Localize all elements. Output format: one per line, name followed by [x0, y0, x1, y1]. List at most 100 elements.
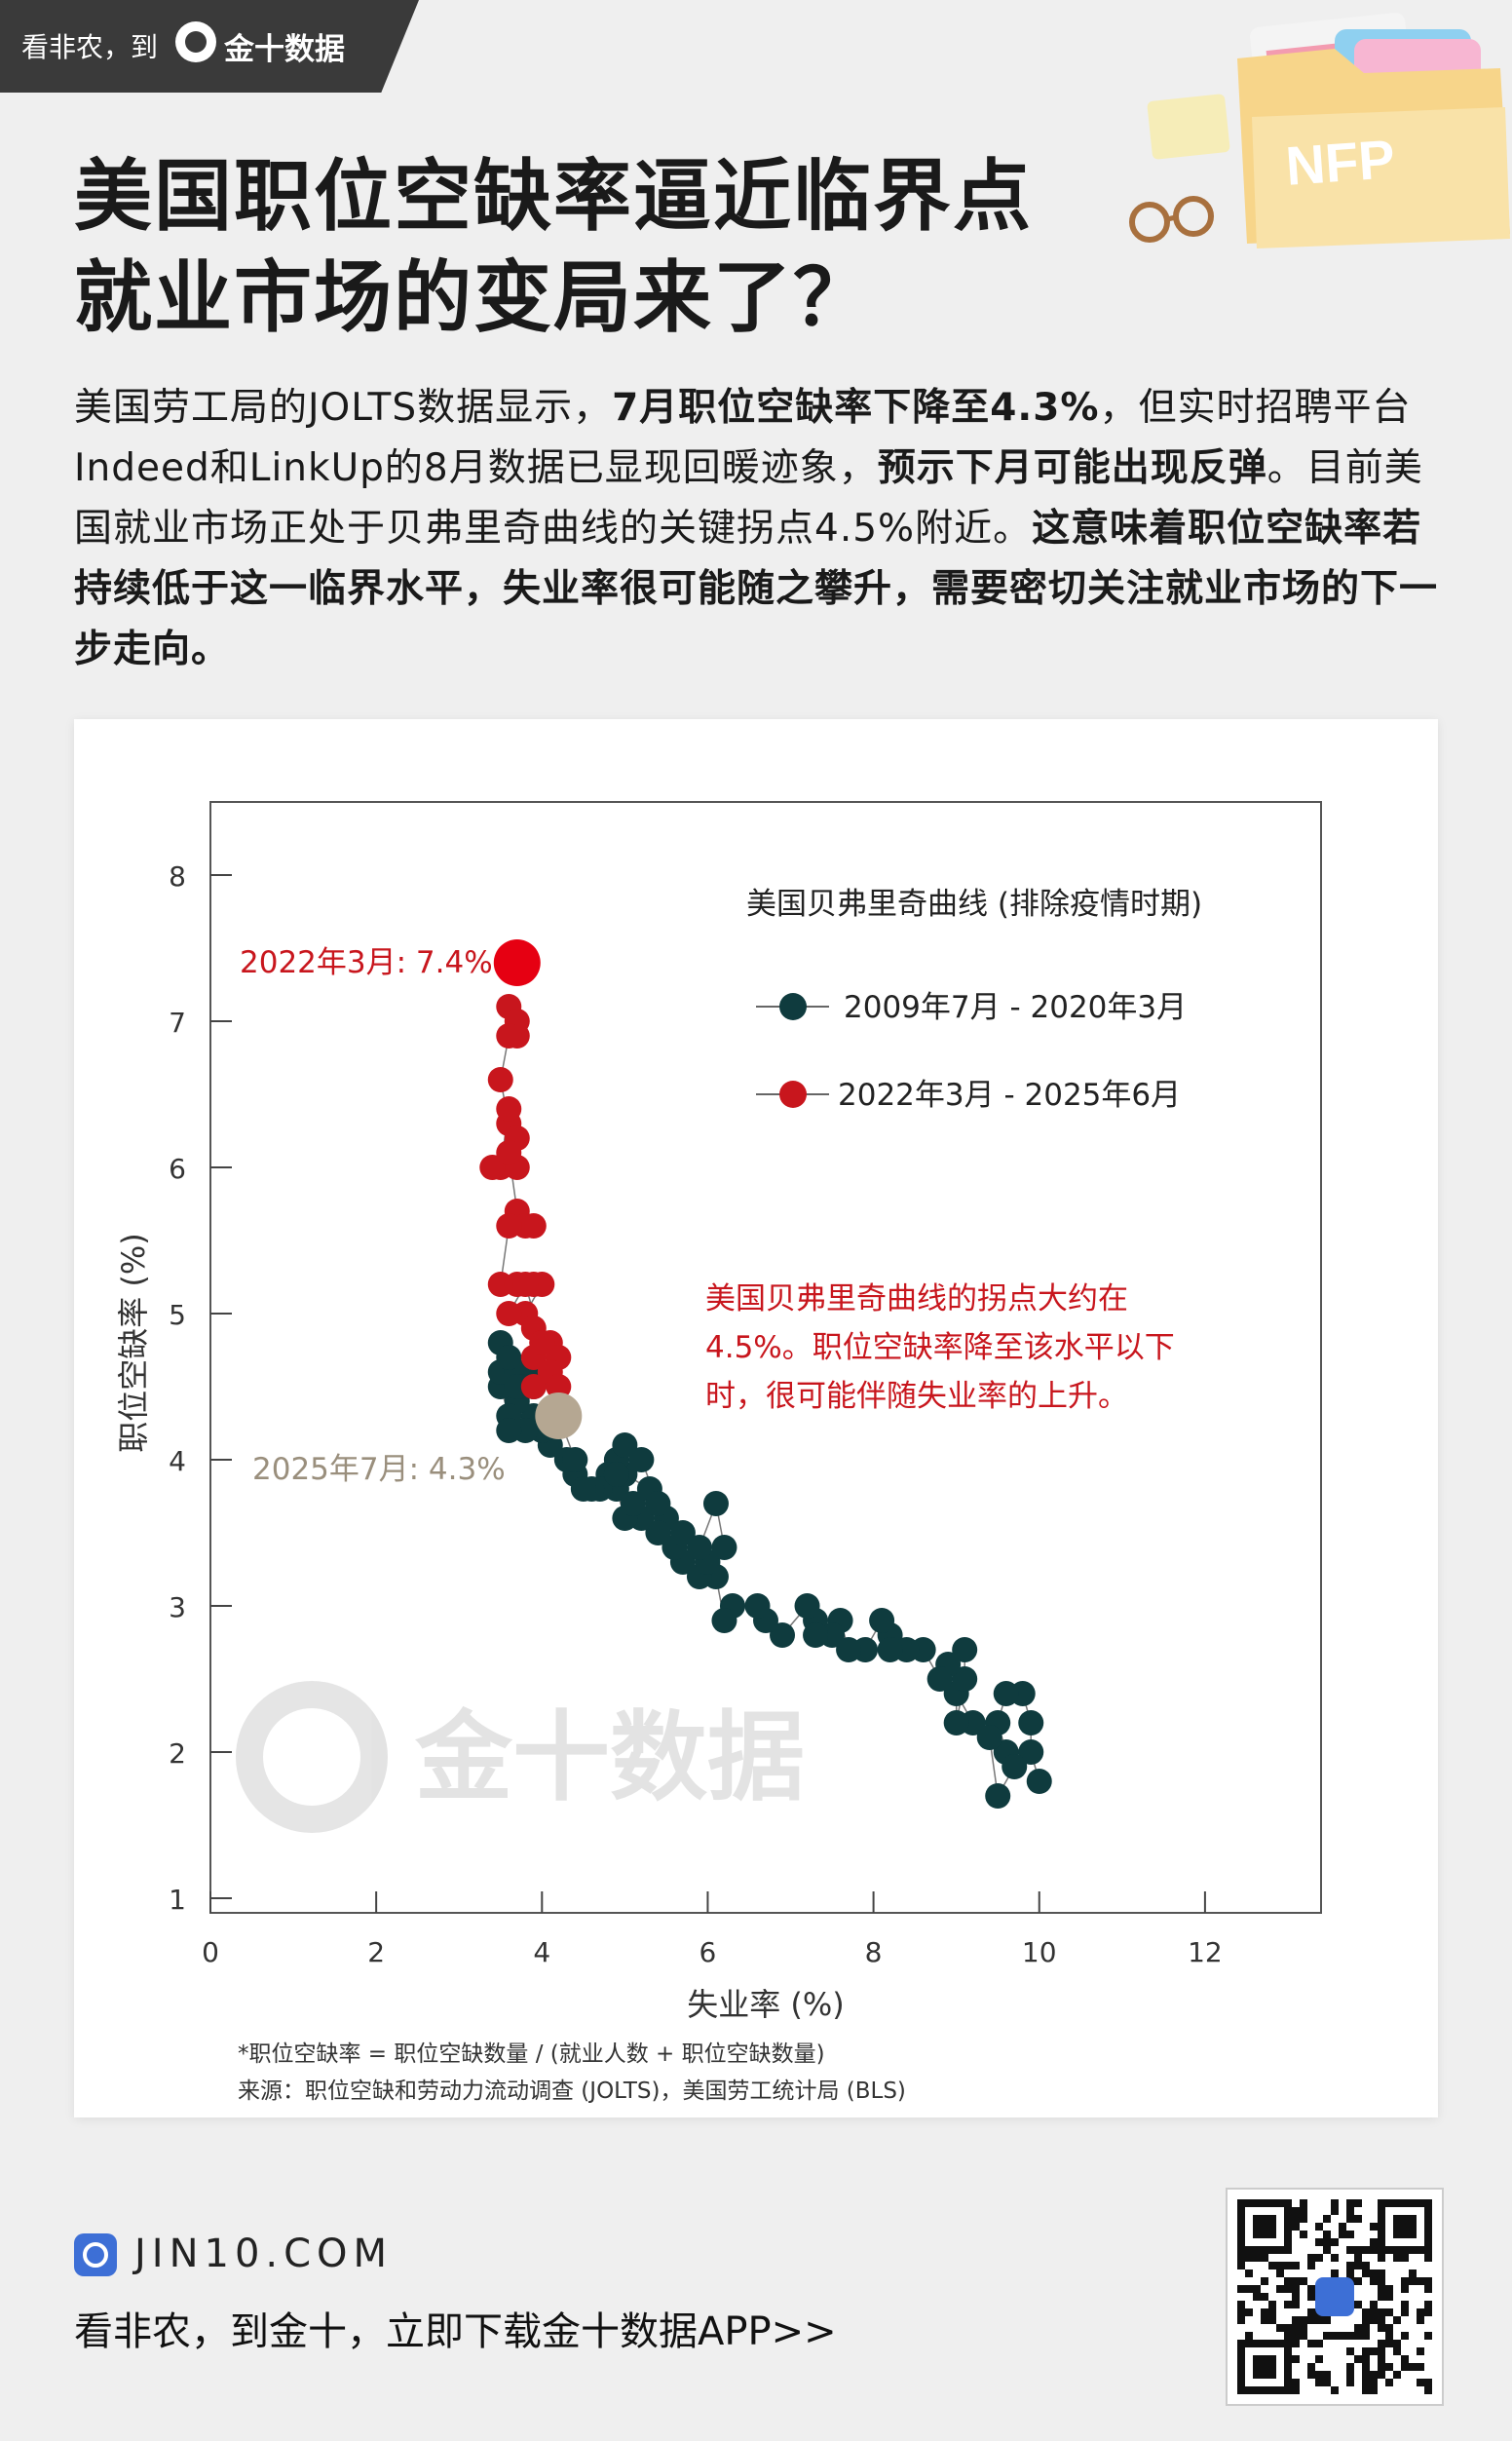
qr-module	[1346, 2207, 1354, 2215]
qr-module	[1237, 2301, 1245, 2308]
qr-module	[1417, 2308, 1424, 2316]
qr-module	[1261, 2293, 1268, 2301]
plot-frame	[209, 801, 1322, 1914]
qr-module	[1424, 2308, 1432, 2316]
qr-module	[1284, 2324, 1292, 2332]
series-2-point	[496, 1023, 522, 1049]
series-1-point	[612, 1432, 638, 1458]
qr-module	[1292, 2207, 1300, 2215]
series-1-point	[985, 1783, 1011, 1809]
x-tick-label: 2	[367, 1936, 385, 1968]
series-1-point	[496, 1345, 522, 1370]
qr-module	[1307, 2285, 1315, 2293]
qr-module	[1346, 2347, 1354, 2355]
series-1-point	[803, 1622, 829, 1648]
legend-marker-2	[779, 1081, 807, 1108]
qr-code[interactable]	[1226, 2188, 1444, 2406]
series-1-point	[686, 1535, 712, 1560]
qr-module	[1237, 2285, 1245, 2293]
top-banner: 看非农，到 金十数据	[0, 0, 419, 93]
footer-cta[interactable]: 看非农，到金十，立即下载金十数据APP>>	[74, 2309, 837, 2354]
legend-entry-1: 2009年7月 - 2020年3月	[844, 990, 1187, 1025]
qr-module	[1307, 2363, 1315, 2371]
qr-module	[1378, 2347, 1385, 2355]
series-1-point	[952, 1666, 978, 1692]
x-tick-label: 12	[1188, 1936, 1223, 1968]
qr-module	[1354, 2215, 1362, 2223]
qr-module	[1237, 2308, 1245, 2316]
qr-module	[1424, 2379, 1432, 2386]
qr-module	[1307, 2308, 1315, 2316]
qr-module	[1307, 2293, 1315, 2301]
qr-module	[1284, 2332, 1292, 2340]
qr-module	[1315, 2223, 1323, 2231]
highlight-points: 2022年3月: 7.4% 2025年7月: 4.3%	[240, 939, 583, 1487]
qr-module	[1409, 2363, 1417, 2371]
qr-module	[1401, 2332, 1409, 2340]
qr-module	[1292, 2386, 1300, 2394]
qr-module	[1245, 2269, 1253, 2277]
qr-module	[1331, 2207, 1339, 2215]
qr-module	[1378, 2363, 1385, 2371]
qr-module	[1354, 2246, 1362, 2254]
series-1-point	[744, 1593, 771, 1619]
series-1-point	[645, 1491, 671, 1516]
qr-module	[1409, 2269, 1417, 2277]
annotation-line-2: 4.5%。职位空缺率降至该水平以下	[705, 1330, 1175, 1365]
qr-module	[1323, 2371, 1331, 2379]
qr-module	[1346, 2246, 1354, 2254]
qr-module	[1292, 2379, 1300, 2386]
series-1-point	[943, 1710, 969, 1735]
qr-module	[1323, 2238, 1331, 2246]
series-1-point	[1026, 1769, 1052, 1794]
series-1-point	[702, 1491, 729, 1516]
qr-module	[1307, 2316, 1315, 2324]
qr-module	[1354, 2262, 1362, 2269]
qr-code-icon	[1237, 2199, 1432, 2394]
qr-module	[1300, 2316, 1307, 2324]
qr-module	[1370, 2238, 1378, 2246]
qr-module	[1385, 2340, 1393, 2347]
qr-module	[1354, 2332, 1362, 2340]
y-tick-label: 1	[169, 1884, 186, 1916]
qr-module	[1378, 2371, 1385, 2379]
qr-module	[1354, 2199, 1362, 2207]
qr-module	[1315, 2355, 1323, 2363]
qr-module	[1378, 2316, 1385, 2324]
qr-module	[1354, 2301, 1362, 2308]
qr-module	[1284, 2262, 1292, 2269]
qr-module	[1362, 2246, 1370, 2254]
qr-module	[1370, 2308, 1378, 2316]
x-tick-label: 0	[202, 1936, 219, 1968]
series-2-point	[496, 1096, 522, 1122]
series-2-point	[546, 1374, 572, 1399]
qr-module	[1292, 2355, 1300, 2363]
series-2-point	[520, 1374, 547, 1399]
qr-module	[1245, 2332, 1253, 2340]
qr-module	[1401, 2355, 1409, 2363]
qr-module	[1424, 2386, 1432, 2394]
qr-module	[1268, 2308, 1276, 2316]
qr-module	[1300, 2231, 1307, 2238]
qr-module	[1417, 2316, 1424, 2324]
qr-module	[1393, 2316, 1401, 2324]
legend-entry-2: 2022年3月 - 2025年6月	[838, 1078, 1181, 1113]
title-line-1: 美国职位空缺率逼近临界点	[74, 151, 1033, 242]
highlight-point-1	[493, 939, 541, 986]
intro-text-2: ，但实时招聘平台Indeed和LinkUp的8月数据已显现回暖迹象，	[74, 386, 1412, 490]
qr-module	[1331, 2269, 1339, 2277]
series-1-point	[869, 1608, 895, 1633]
qr-module	[1385, 2379, 1393, 2386]
qr-finder-core	[1253, 2215, 1276, 2238]
footer-url[interactable]: JIN10.COM	[134, 2231, 394, 2276]
qr-module	[1417, 2379, 1424, 2386]
series-1-point	[952, 1637, 978, 1662]
qr-module	[1354, 2277, 1362, 2285]
series-1-point	[496, 1418, 522, 1443]
qr-module	[1378, 2293, 1385, 2301]
qr-module	[1315, 2254, 1323, 2262]
qr-module	[1300, 2324, 1307, 2332]
intro-paragraph: 美国劳工局的JOLTS数据显示，7月职位空缺率下降至4.3%，但实时招聘平台In…	[74, 378, 1438, 680]
series-1-point	[628, 1447, 655, 1472]
qr-module	[1424, 2301, 1432, 2308]
